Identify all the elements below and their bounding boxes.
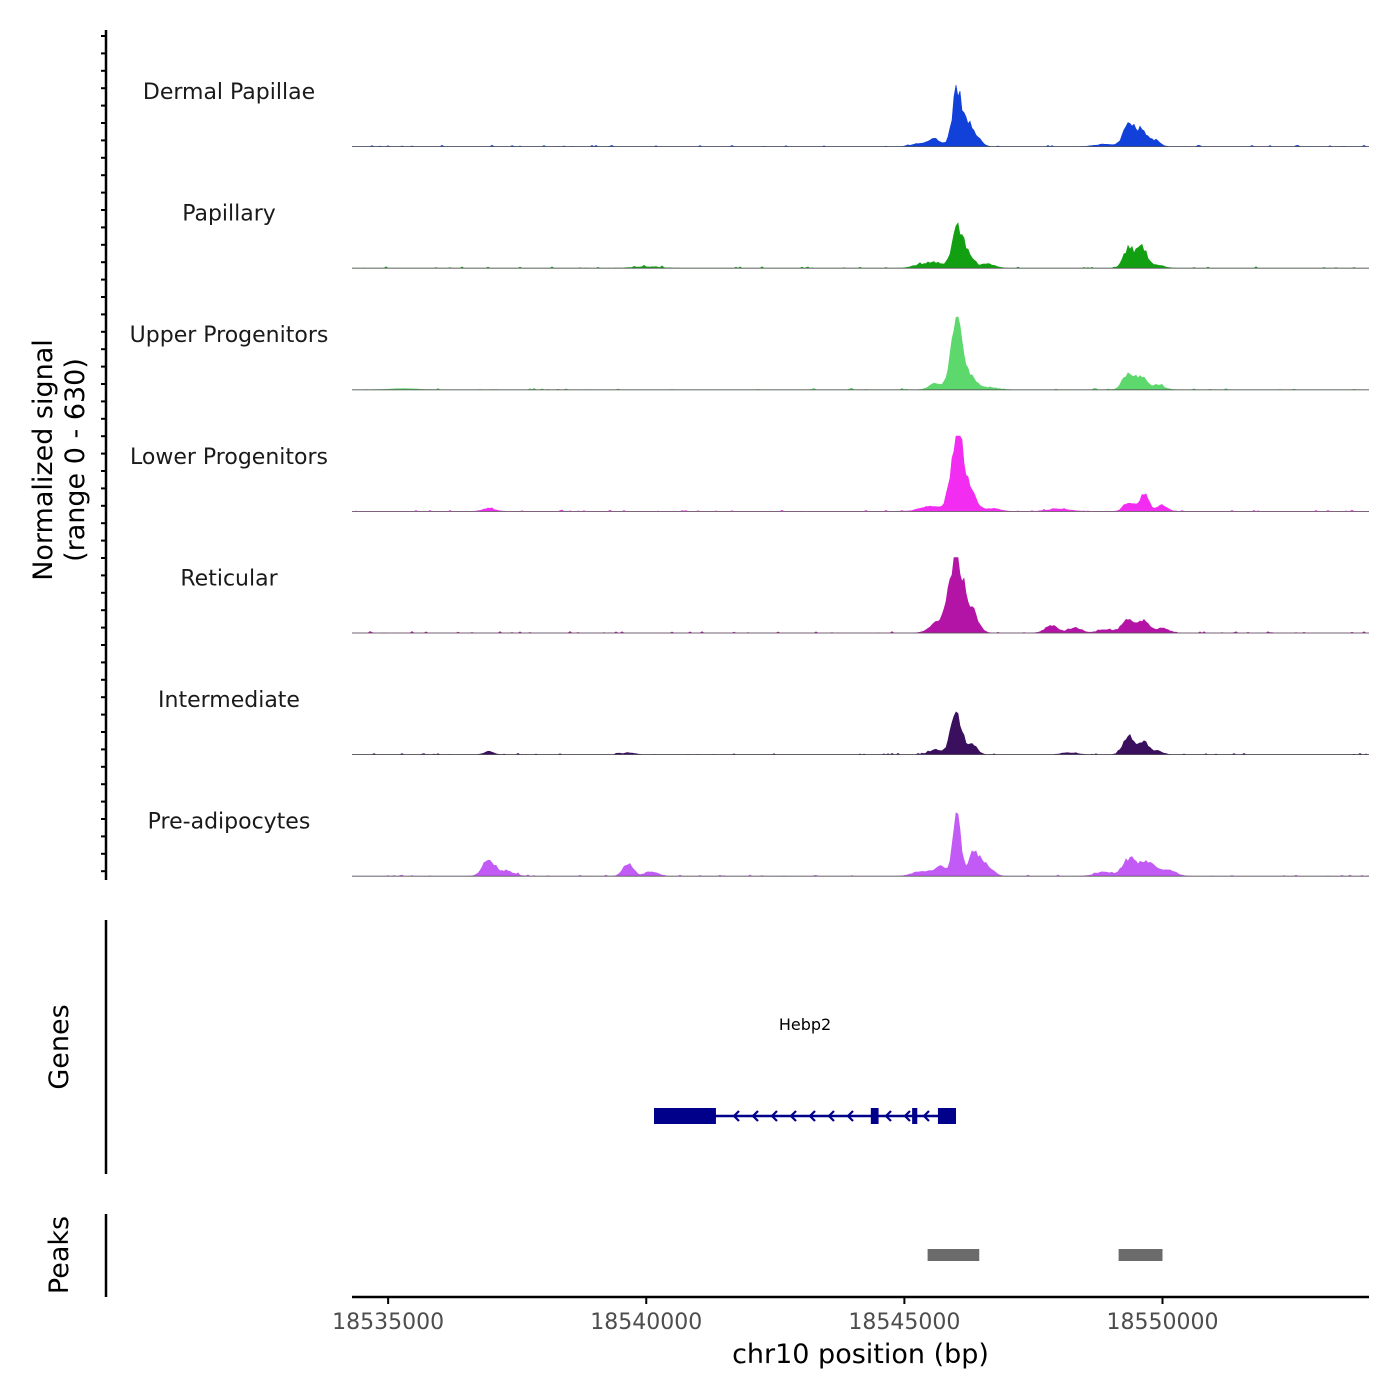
track-label: Upper Progenitors (130, 323, 329, 348)
coverage-y-axis-range: (range 0 - 630) (60, 358, 91, 562)
signal-area (352, 711, 1369, 755)
coverage-tracks (352, 84, 1370, 877)
track-lower-progenitors (352, 435, 1369, 512)
gene-exon (870, 1108, 879, 1124)
track-pre-adipocytes (352, 812, 1370, 877)
y-axis-ticks (101, 30, 108, 880)
strand-arrow (751, 1110, 759, 1122)
track-label: Lower Progenitors (130, 445, 328, 470)
strand-arrow (770, 1110, 778, 1122)
signal-area (352, 84, 1369, 147)
strand-arrow (789, 1110, 797, 1122)
track-labels: Dermal Papillae Papillary Upper Progenitor… (130, 80, 329, 835)
strand-arrow (827, 1110, 835, 1122)
genes-panel: Hebp2 (104, 920, 957, 1174)
track-papillary (352, 222, 1369, 269)
x-tick-label: 18540000 (590, 1310, 702, 1335)
x-axis: 18535000 18540000 18545000 18550000 (332, 1295, 1369, 1335)
track-upper-progenitors (352, 316, 1369, 391)
track-label: Pre-adipocytes (148, 810, 311, 835)
axis-titles: chr10 position (bp) Normalized signal (ran… (28, 339, 989, 1370)
strand-arrow (903, 1110, 911, 1122)
gene-exon (654, 1108, 716, 1124)
track-label: Reticular (180, 566, 278, 591)
signal-area (352, 222, 1369, 269)
signal-area (352, 316, 1369, 391)
x-tick-label: 18545000 (848, 1310, 960, 1335)
peak-region (1118, 1249, 1163, 1261)
track-dermal-papillae (352, 84, 1369, 148)
x-axis-title: chr10 position (bp) (732, 1339, 989, 1370)
genes-y-axis-title: Genes (44, 1004, 75, 1089)
peaks-y-axis-title: Peaks (44, 1216, 75, 1294)
strand-arrow (922, 1110, 930, 1122)
gene-exon (912, 1108, 918, 1124)
x-tick-label: 18550000 (1107, 1310, 1219, 1335)
track-reticular (352, 557, 1369, 634)
gene-exon (937, 1108, 957, 1124)
strand-arrow (808, 1110, 816, 1122)
x-tick-label: 18535000 (332, 1310, 444, 1335)
track-label: Papillary (182, 202, 276, 227)
track-label: Dermal Papillae (143, 80, 315, 105)
strand-arrow (732, 1110, 740, 1122)
signal-area (352, 557, 1369, 634)
peak-region (927, 1249, 980, 1261)
signal-area (352, 435, 1369, 512)
gene-name-label: Hebp2 (779, 1015, 831, 1034)
track-label: Intermediate (158, 688, 300, 713)
strand-arrow (884, 1110, 892, 1122)
track-intermediate (352, 711, 1369, 755)
signal-area (352, 812, 1370, 877)
peaks-panel (104, 1214, 1163, 1297)
strand-arrow (846, 1110, 854, 1122)
coverage-y-axis-title: Normalized signal (28, 339, 59, 581)
